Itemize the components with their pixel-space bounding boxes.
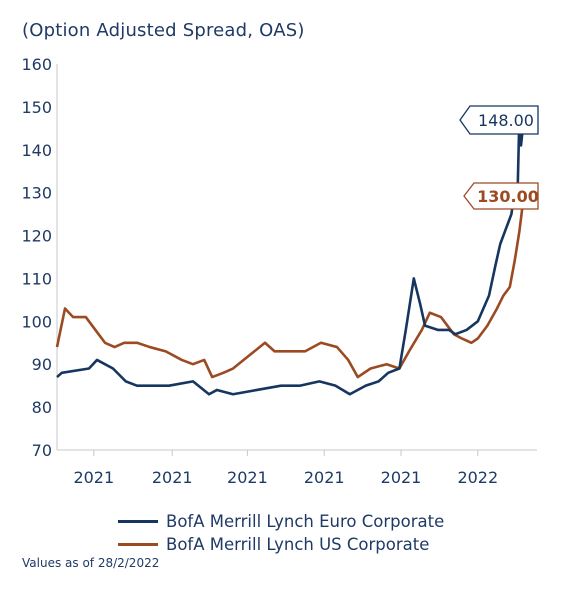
chart-title: (Option Adjusted Spread, OAS): [22, 20, 305, 41]
y-tick-label: 140: [21, 141, 52, 160]
x-tick-label: 2021: [227, 468, 268, 487]
x-tick-label: 2021: [152, 468, 193, 487]
end-label-euro: 148.00: [478, 111, 534, 130]
legend-swatch-us: [118, 543, 158, 546]
footnote: Values as of 28/2/2022: [22, 556, 160, 570]
end-label-us: 130.00: [477, 187, 539, 206]
end-label-box-euro: [459, 105, 539, 135]
y-tick-label: 130: [21, 184, 52, 203]
y-tick-label: 80: [32, 398, 52, 417]
series-line-us: [55, 192, 526, 379]
legend: BofA Merrill Lynch Euro Corporate BofA M…: [118, 510, 444, 556]
y-tick-label: 110: [21, 269, 52, 288]
y-tick-label: 160: [21, 55, 52, 74]
end-label-box-us: [463, 182, 539, 210]
y-tick-label: 70: [32, 441, 52, 460]
legend-label-euro: BofA Merrill Lynch Euro Corporate: [166, 512, 445, 531]
y-tick-label: 120: [21, 227, 52, 246]
x-tick-label: 2021: [73, 468, 114, 487]
x-tick-label: 2022: [457, 468, 498, 487]
legend-swatch-euro: [118, 520, 158, 523]
x-tick-label: 2021: [381, 468, 422, 487]
y-tick-label: 90: [32, 355, 52, 374]
legend-item-us: BofA Merrill Lynch US Corporate: [118, 533, 444, 556]
x-tick-label: 2021: [304, 468, 345, 487]
y-tick-label: 100: [21, 312, 52, 331]
legend-item-euro: BofA Merrill Lynch Euro Corporate: [118, 510, 444, 533]
legend-label-us: BofA Merrill Lynch US Corporate: [166, 535, 430, 554]
series-line-euro: [56, 114, 526, 396]
y-tick-label: 150: [21, 98, 52, 117]
